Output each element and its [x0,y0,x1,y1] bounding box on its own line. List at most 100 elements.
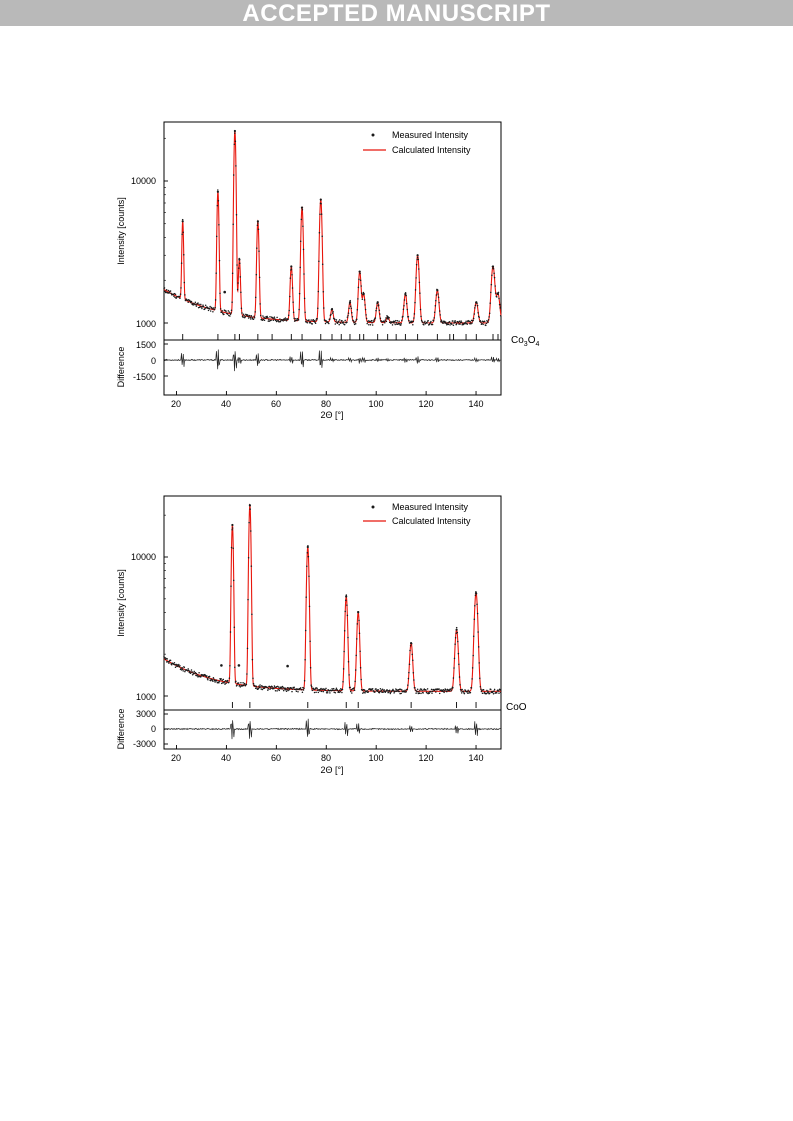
measured-point [474,594,477,596]
measured-point [221,679,223,681]
measured-point [368,323,370,326]
measured-point [358,278,360,280]
measured-point [334,318,336,320]
measured-point [471,322,473,324]
measured-point [321,235,323,237]
measured-point [209,679,212,682]
measured-point [413,679,415,681]
measured-point [351,311,353,314]
measured-peak-point [455,628,458,631]
measured-point [385,690,388,692]
measured-point [295,688,297,691]
measured-point [485,322,488,325]
measured-point [349,305,352,307]
measured-peak-point [474,592,478,595]
measured-point [279,320,282,323]
measured-point [413,317,415,319]
legend-measured-marker [371,505,375,509]
measured-point [426,692,428,694]
measured-point [218,680,221,682]
measured-point [202,673,204,676]
measured-point [362,692,364,694]
measured-point [189,670,191,672]
measured-point [466,323,468,325]
measured-point [431,323,434,326]
measured-point [237,282,239,284]
diff-tick-label-top: 3000 [136,709,156,719]
measured-point [163,287,166,289]
measured-point [309,321,312,324]
measured-point [446,690,448,693]
measured-peak-point [238,258,241,261]
measured-point [173,662,176,664]
measured-point [303,297,306,300]
measured-peak-point [475,301,478,304]
measured-point [429,322,432,324]
measured-point [347,636,349,639]
x-tick-label-60: 60 [271,753,281,763]
y-tick-label-1000: 1000 [136,692,156,702]
measured-point [342,668,345,670]
measured-point [309,640,311,642]
measured-point [480,690,483,693]
measured-point [488,692,491,694]
measured-point [274,318,276,320]
measured-point [183,253,185,256]
measured-point [261,685,263,687]
measured-point [420,692,422,695]
measured-point [379,313,381,315]
measured-point [202,305,205,308]
measured-point [377,304,380,306]
measured-point [358,632,361,634]
measured-peak-point [233,129,236,133]
phase-label-co3o4: Co3O4 [511,335,539,348]
measured-point [212,680,214,682]
measured-point [398,690,400,693]
measured-peak-point [231,523,234,527]
measured-point [307,555,310,558]
measured-point [481,689,483,692]
measured-point [262,318,265,321]
measured-point [486,692,489,694]
measured-point [181,233,183,236]
measured-point [398,688,401,691]
measured-point [469,691,472,694]
measured-point [361,689,364,691]
measured-point [418,281,421,284]
measured-point [455,626,458,629]
measured-point [384,691,387,694]
measured-point [455,632,457,634]
measured-point [332,310,334,313]
measured-point [222,312,224,315]
measured-point [476,612,479,615]
measured-point [435,691,437,693]
measured-point [208,308,211,310]
measured-point [341,691,343,694]
measured-point [326,690,328,693]
measured-point [217,189,219,191]
measured-point [452,677,455,679]
measured-point [347,312,350,314]
measured-point [452,320,454,322]
measured-point [381,323,384,326]
measured-point [385,317,387,319]
measured-point [434,688,437,690]
measured-point [468,690,471,693]
measured-point [246,647,249,650]
measured-point [257,687,260,690]
measured-point [446,323,449,326]
x-tick-label-120: 120 [418,399,433,409]
measured-point [212,676,215,679]
measured-point [266,686,268,689]
measured-point [416,258,418,261]
measured-point [214,306,216,309]
measured-point [418,691,420,693]
measured-point [435,299,437,302]
measured-point [267,689,269,691]
measured-point [498,692,500,694]
measured-point [276,316,278,319]
measured-point [386,688,388,691]
measured-point [216,204,219,207]
measured-point [268,320,271,322]
measured-point [184,299,187,302]
